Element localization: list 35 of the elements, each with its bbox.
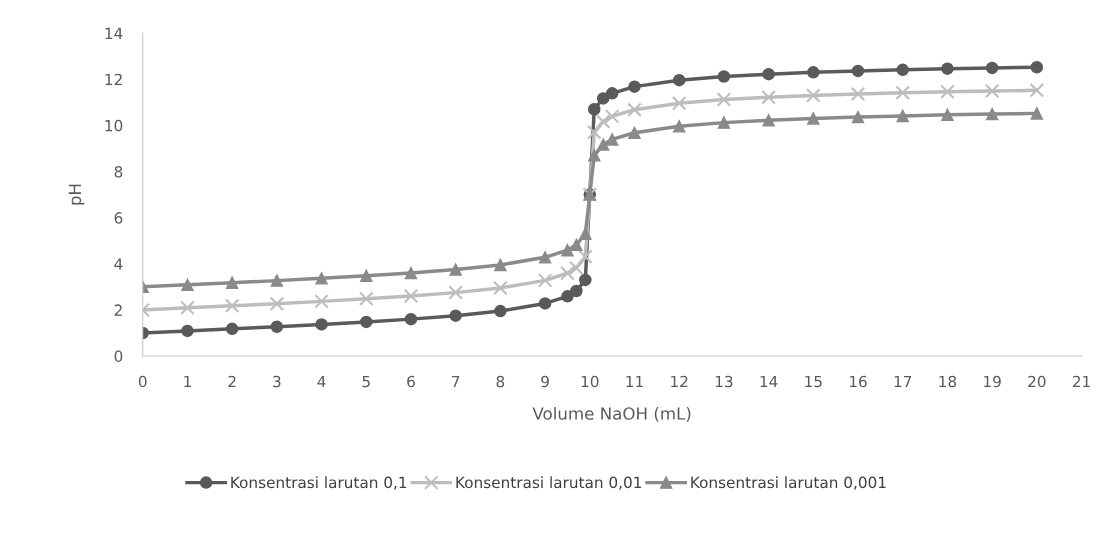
x-tick-label: 20 <box>1028 375 1046 388</box>
x-tick-label: 2 <box>228 375 236 388</box>
x-tick-label: 7 <box>452 375 460 388</box>
x-tick-label: 0 <box>138 375 147 388</box>
x-tick-label: 13 <box>715 375 733 388</box>
y-tick-label: 14 <box>105 27 123 39</box>
x-tick-label: 12 <box>671 375 688 388</box>
x-axis-title: Volume NaOH (mL) <box>532 406 691 422</box>
y-tick-label: 2 <box>114 304 122 316</box>
y-tick-label: 10 <box>105 119 123 132</box>
x-tick-label: 19 <box>984 375 1001 388</box>
y-axis-title: pH <box>68 184 85 205</box>
x-tick-label: 9 <box>541 375 549 388</box>
x-tick-label: 17 <box>894 375 912 388</box>
y-tick-label: 0 <box>114 350 123 363</box>
x-tick-label: 15 <box>805 375 822 388</box>
legend-label: Konsentrasi larutan 0,001 <box>691 476 886 490</box>
y-tick-label: 4 <box>114 258 123 270</box>
x-tick-label: 18 <box>939 375 957 388</box>
y-tick-label: 8 <box>114 165 123 178</box>
legend-label: Konsentrasi larutan 0,01 <box>456 476 642 490</box>
legend-label: Konsentrasi larutan 0,1 <box>231 476 407 490</box>
x-tick-label: 6 <box>407 375 415 388</box>
x-tick-label: 3 <box>273 375 281 388</box>
y-tick-label: 6 <box>114 212 123 224</box>
y-tick-label: 12 <box>105 73 122 86</box>
x-tick-label: 10 <box>581 375 599 388</box>
x-tick-label: 14 <box>760 375 778 388</box>
x-tick-label: 8 <box>496 375 505 388</box>
x-tick-label: 1 <box>184 375 191 388</box>
x-tick-label: 11 <box>626 375 643 388</box>
x-tick-label: 16 <box>849 375 867 388</box>
x-tick-label: 21 <box>1072 375 1090 388</box>
x-tick-label: 5 <box>362 375 370 388</box>
x-tick-label: 4 <box>317 375 326 388</box>
